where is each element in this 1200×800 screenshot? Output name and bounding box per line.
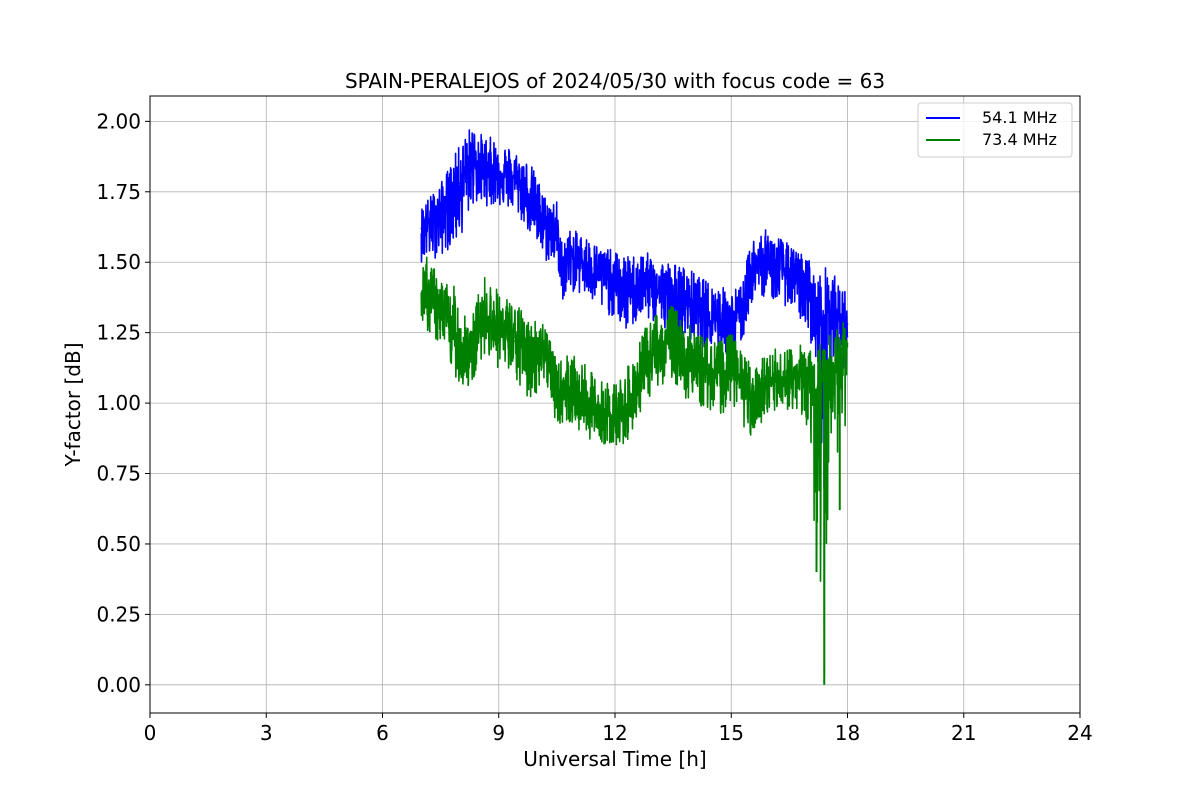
series-point [742, 312, 744, 314]
chart-title: SPAIN-PERALEJOS of 2024/05/30 with focus… [345, 69, 885, 93]
series-point [598, 272, 601, 275]
series-point [807, 374, 810, 376]
x-tick-label: 3 [260, 721, 273, 745]
series-point [672, 298, 674, 300]
series-point [583, 261, 585, 264]
series-point [656, 289, 659, 292]
y-tick-label: 0.00 [96, 673, 141, 697]
series-point [742, 385, 744, 387]
series-layer [420, 129, 849, 685]
series-point [831, 306, 833, 309]
series-point [439, 312, 442, 314]
x-tick-label: 9 [492, 721, 505, 745]
series-1-group [420, 256, 849, 685]
x-axis-label: Universal Time [h] [523, 747, 706, 771]
y-axis-ticks: 0.00 0.25 0.50 0.75 1.00 1.25 1.50 1.75 2.00 [96, 109, 150, 697]
series-point [544, 345, 547, 348]
legend-label: 73.4 MHz [982, 130, 1057, 149]
series-point [641, 281, 643, 283]
series-point [528, 193, 531, 196]
series-point [420, 227, 423, 230]
series-point [718, 317, 721, 320]
series-point [846, 345, 849, 348]
x-tick-label: 18 [835, 721, 860, 745]
series-point [614, 416, 616, 418]
y-tick-label: 0.25 [96, 602, 141, 626]
series-point [776, 264, 779, 266]
series-point [459, 182, 461, 185]
x-tick-label: 15 [719, 721, 744, 745]
series-point [807, 289, 810, 292]
series-point [687, 303, 690, 306]
y-tick-label: 2.00 [96, 109, 141, 133]
y-tick-label: 1.50 [96, 250, 141, 274]
series-point [439, 210, 442, 213]
series-point [831, 368, 833, 371]
series-line [420, 129, 849, 478]
series-point [528, 354, 531, 356]
series-point [703, 312, 705, 314]
y-tick-label: 0.50 [96, 532, 141, 556]
series-point [672, 340, 674, 342]
x-tick-label: 6 [376, 721, 389, 745]
series-point [497, 326, 500, 328]
series-point [614, 283, 616, 286]
series-point [482, 165, 485, 168]
y-tick-label: 0.75 [96, 462, 141, 486]
series-point [567, 385, 570, 387]
series-point [730, 323, 733, 326]
legend-label: 54.1 MHz [982, 108, 1057, 127]
series-point [470, 154, 473, 156]
series-point [544, 227, 547, 230]
series-point [559, 267, 562, 269]
series-point [718, 374, 721, 376]
x-tick-label: 21 [951, 721, 976, 745]
series-point [776, 379, 779, 382]
series-point [482, 312, 485, 314]
series-point [459, 345, 461, 348]
series-point [792, 376, 795, 379]
series-point [749, 396, 752, 399]
series-point [656, 345, 659, 348]
x-tick-label: 0 [144, 721, 157, 745]
series-point [513, 340, 516, 342]
series-point [838, 317, 841, 320]
series-point [761, 391, 764, 393]
x-tick-label: 12 [602, 721, 627, 745]
y-tick-label: 1.00 [96, 391, 141, 415]
series-point [567, 255, 570, 258]
series-line [420, 256, 849, 677]
series-point [556, 227, 558, 230]
series-point [687, 362, 690, 365]
y-tick-label: 1.75 [96, 180, 141, 204]
series-point [598, 413, 601, 416]
series-point [556, 396, 558, 399]
series-point [583, 402, 585, 404]
series-point [815, 323, 818, 326]
series-point [625, 289, 628, 292]
series-point [730, 368, 733, 371]
series-point [749, 267, 752, 269]
series-point [625, 407, 628, 410]
series-point [497, 171, 500, 173]
series-point [641, 379, 643, 382]
legend: 54.1 MHz 73.4 MHz [917, 102, 1073, 158]
series-point [470, 357, 473, 359]
y-axis-label: Y-factor [dB] [61, 342, 85, 467]
series-point [792, 275, 795, 278]
series-point [420, 295, 423, 297]
x-axis-ticks: 0 3 6 9 12 15 18 21 24 [144, 713, 1093, 745]
legend-box [917, 102, 1073, 158]
series-point [761, 261, 764, 264]
series-point [846, 323, 849, 326]
series-point [703, 368, 705, 371]
x-tick-label: 24 [1067, 721, 1092, 745]
y-tick-label: 1.25 [96, 321, 141, 345]
series-point [513, 176, 516, 179]
